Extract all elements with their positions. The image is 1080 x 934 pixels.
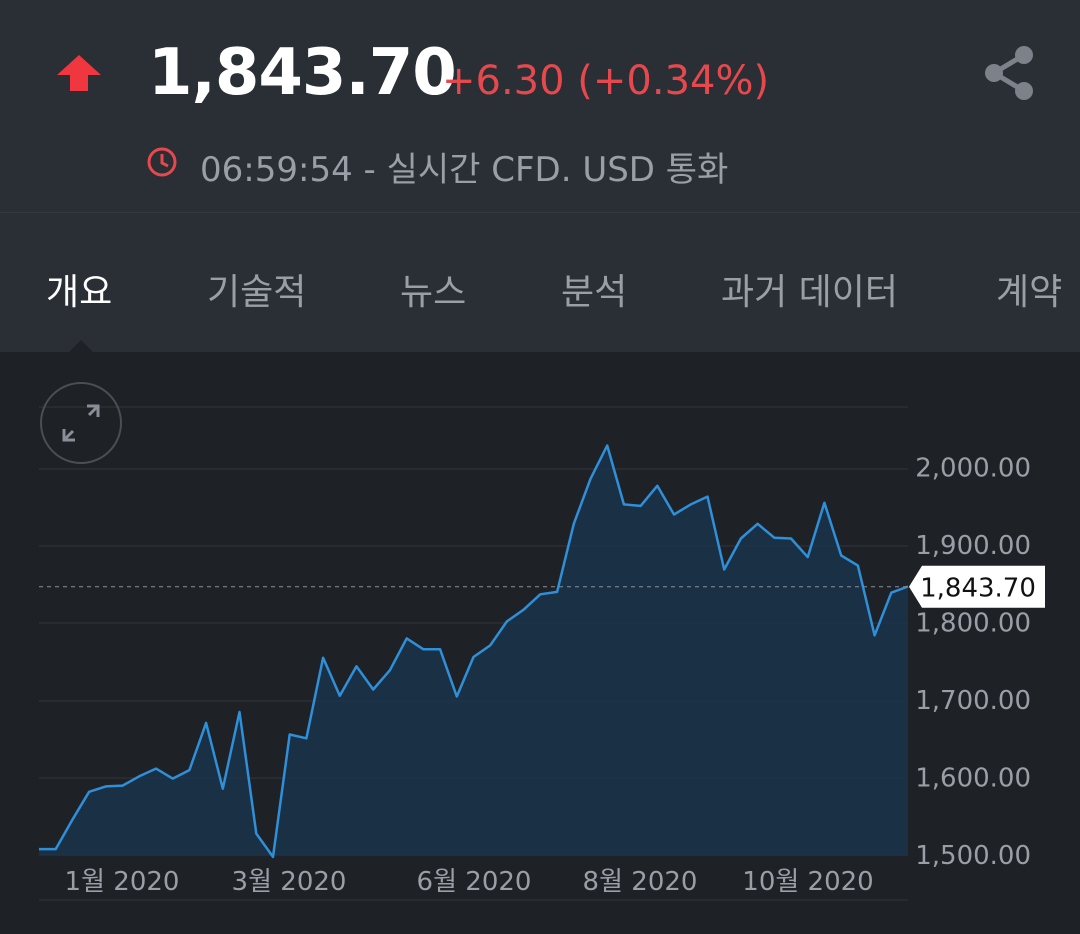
y-tick-label: 1,600.00: [915, 764, 1031, 794]
x-tick-label: 1월 2020: [65, 867, 180, 897]
current-price-tag: [909, 565, 1045, 608]
clock-icon: [147, 147, 177, 177]
tab-technical[interactable]: 기술적: [207, 272, 307, 313]
chart-svg: 1,500.00 1,600.00 1,700.00 1,800.00 1,900.00…: [39, 406, 1045, 901]
chart-area-fill: [39, 445, 908, 857]
x-tick-label: 3월 2020: [232, 867, 347, 897]
x-tick-label: 8월 2020: [583, 867, 698, 897]
arrow-up-icon: [57, 55, 101, 91]
y-tick-label: 1,500.00: [915, 841, 1031, 871]
tab-bar: 개요 기술적 뉴스 분석 과거 데이터 계약: [0, 213, 1080, 352]
y-tick-label: 1,700.00: [915, 686, 1031, 716]
expand-button[interactable]: [40, 382, 122, 464]
y-tick-label: 2,000.00: [915, 454, 1031, 484]
tab-historical-data[interactable]: 과거 데이터: [721, 272, 899, 313]
y-tick-label: 1,900.00: [915, 531, 1031, 561]
quote-header: 1,843.70 +6.30 (+0.34%) 06:59:54 - 실시간 C…: [0, 0, 1080, 213]
tab-news[interactable]: 뉴스: [400, 272, 467, 313]
x-tick-label: 10월 2020: [742, 867, 873, 897]
tab-contract[interactable]: 계약: [996, 272, 1063, 313]
tab-analysis[interactable]: 분석: [561, 272, 628, 313]
tab-overview[interactable]: 개요: [46, 272, 113, 313]
active-tab-indicator: [69, 340, 93, 352]
x-tick-label: 6월 2020: [417, 867, 532, 897]
price-change: +6.30 (+0.34%): [442, 58, 770, 104]
expand-icon: [62, 404, 100, 442]
price-chart: 1,500.00 1,600.00 1,700.00 1,800.00 1,900.00…: [0, 352, 1080, 934]
y-tick-label: 1,800.00: [915, 609, 1031, 639]
quote-status: 06:59:54 - 실시간 CFD. USD 통화: [200, 150, 729, 190]
chart-series-line: [39, 444, 909, 859]
current-price-label: 1,843.70: [920, 574, 1036, 604]
current-price: 1,843.70: [148, 36, 457, 110]
share-icon[interactable]: [982, 44, 1036, 102]
